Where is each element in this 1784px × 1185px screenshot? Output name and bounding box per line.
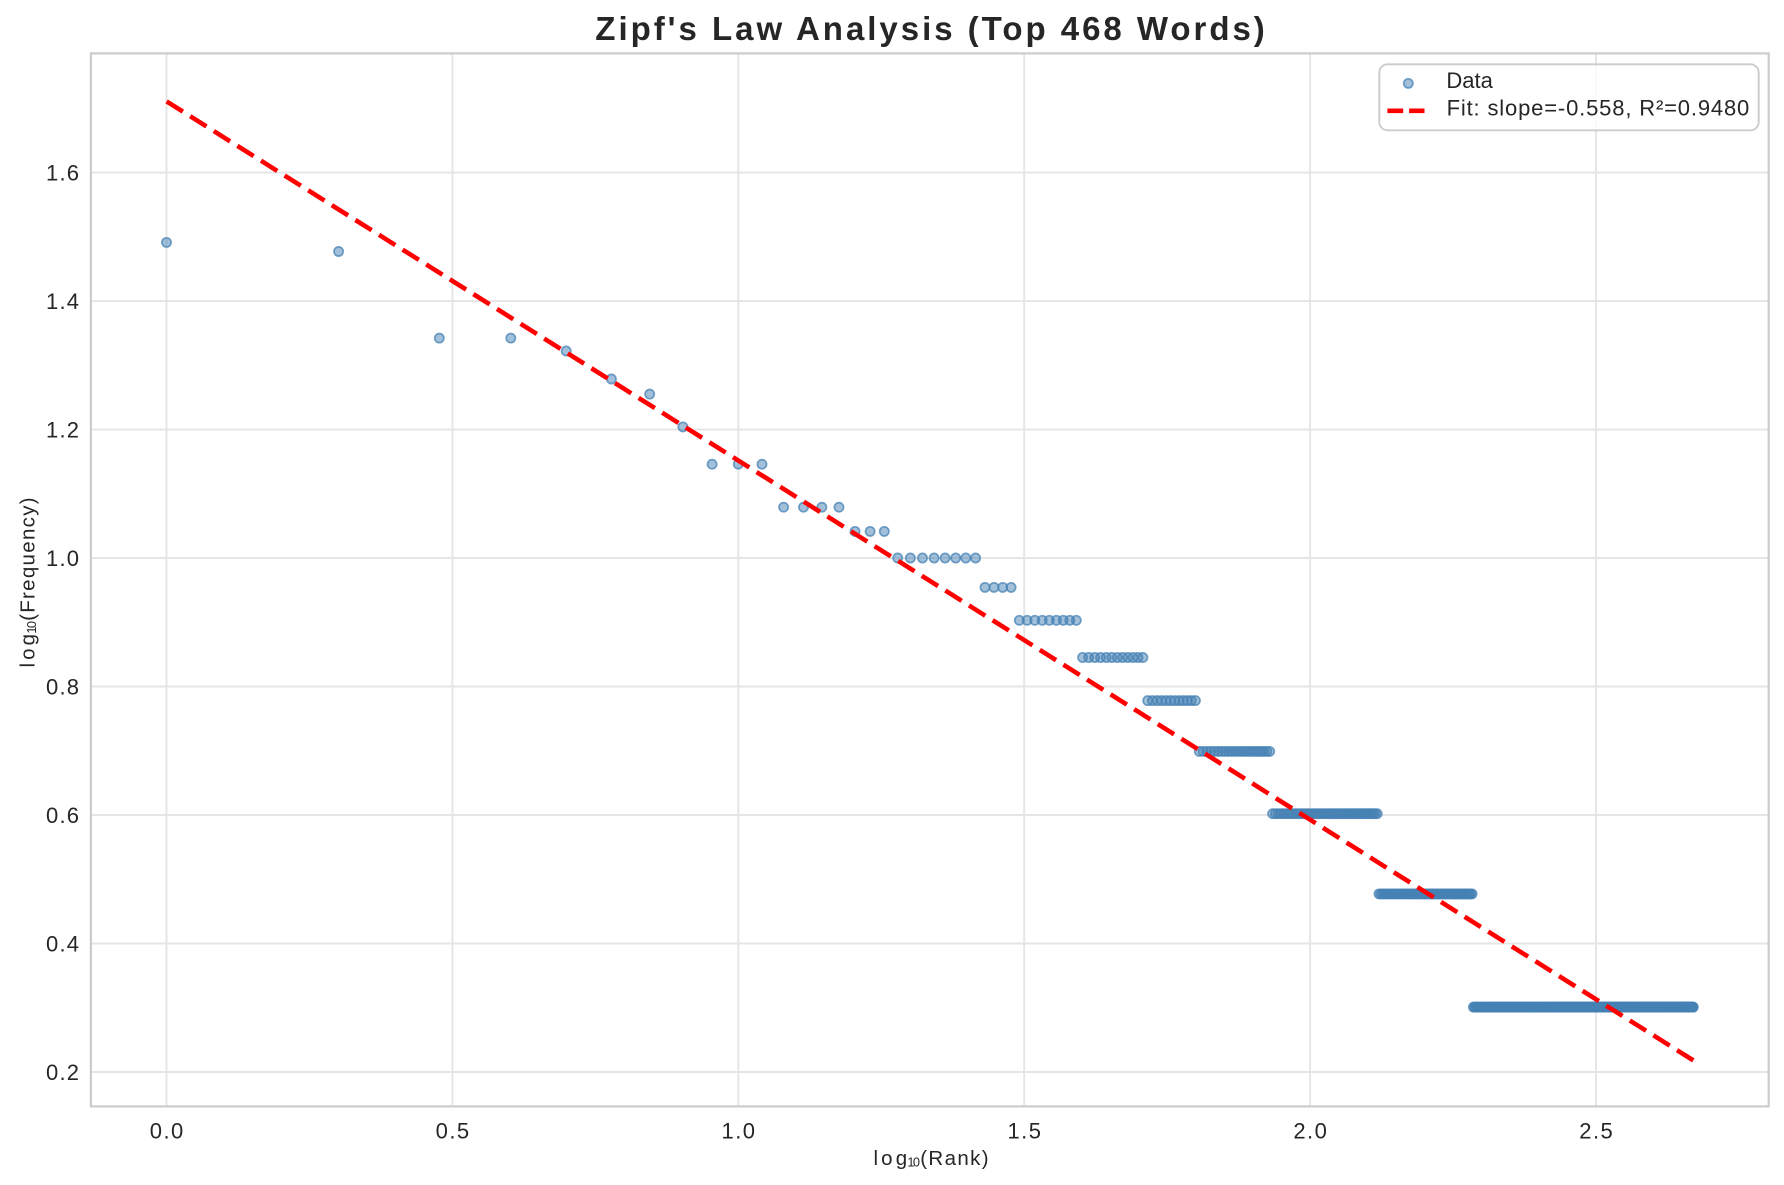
svg-text:1.0: 1.0 — [722, 1119, 756, 1144]
svg-text:Fit: slope=-0.558, R²=0.9480: Fit: slope=-0.558, R²=0.9480 — [1447, 95, 1750, 120]
svg-text:0.2: 0.2 — [46, 1060, 79, 1085]
svg-text:0.5: 0.5 — [436, 1119, 470, 1144]
svg-text:log: log — [16, 634, 39, 668]
svg-text:0.0: 0.0 — [150, 1119, 184, 1144]
svg-text:0.4: 0.4 — [46, 932, 79, 957]
svg-text:Zipf's Law Analysis (Top 468 W: Zipf's Law Analysis (Top 468 Words) — [595, 10, 1265, 47]
svg-text:2.0: 2.0 — [1293, 1119, 1327, 1144]
svg-text:(Rank): (Rank) — [920, 1147, 988, 1170]
svg-text:log: log — [874, 1147, 908, 1170]
svg-text:1.5: 1.5 — [1007, 1119, 1041, 1144]
svg-text:10: 10 — [907, 1155, 920, 1170]
svg-text:Data: Data — [1446, 68, 1493, 93]
svg-text:1.2: 1.2 — [46, 418, 79, 443]
svg-text:1.6: 1.6 — [46, 161, 79, 186]
svg-text:(Frequency): (Frequency) — [16, 497, 39, 621]
svg-text:0.8: 0.8 — [46, 675, 79, 700]
svg-text:1.4: 1.4 — [46, 289, 79, 314]
svg-text:1.0: 1.0 — [46, 546, 79, 571]
svg-text:10: 10 — [24, 621, 39, 634]
svg-text:2.5: 2.5 — [1579, 1119, 1613, 1144]
svg-text:0.6: 0.6 — [46, 803, 79, 828]
